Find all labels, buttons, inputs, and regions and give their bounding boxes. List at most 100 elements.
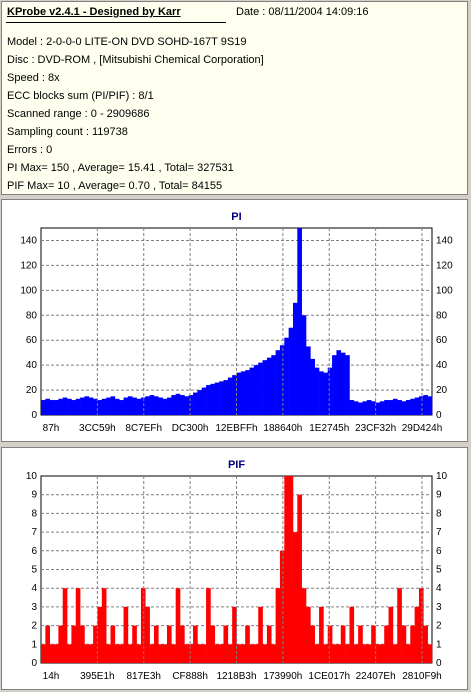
pi-bar — [427, 396, 433, 415]
pif-xtick: 22407Eh — [356, 671, 396, 682]
pif-bar — [114, 644, 120, 663]
pif-chart-panel: PIF 0 0 1 1 2 2 3 3 4 4 5 5 6 6 7 7 8 8 9 9 10 10 14h 395E1h 817E… — [1, 447, 468, 690]
pif-bar — [358, 625, 363, 663]
pif-bar — [392, 644, 398, 663]
pi-bar — [349, 400, 355, 415]
pi-bar — [375, 402, 381, 415]
pif-bar — [366, 644, 372, 663]
pif-ytick-left: 10 — [26, 471, 38, 482]
pif-bar — [132, 625, 137, 663]
pif-bar — [127, 644, 133, 663]
pif-bar — [323, 644, 329, 663]
pi-xtick: 87h — [43, 423, 60, 434]
pif-bar — [249, 644, 255, 663]
pif-bar — [223, 625, 229, 663]
pi-bar — [423, 395, 428, 415]
pif-bar — [423, 625, 428, 663]
pif-bar — [362, 644, 368, 663]
pif-bar — [206, 588, 211, 663]
pi-bar — [84, 396, 90, 415]
pi-bar — [340, 352, 346, 415]
pif-bar — [219, 644, 224, 663]
pif-bar — [271, 644, 276, 663]
pif-bar — [136, 644, 142, 663]
pif-bar — [123, 606, 129, 663]
pi-bar — [71, 400, 77, 415]
pif-bar — [310, 625, 315, 663]
pif-ytick-left: 5 — [31, 565, 37, 576]
pif-bar — [262, 644, 268, 663]
pif-bar — [193, 625, 198, 663]
pif-bar — [284, 476, 289, 663]
pif-bar — [301, 588, 307, 663]
pi-bar — [292, 302, 298, 415]
pi-ytick-left: 120 — [20, 260, 37, 271]
disc-line: Disc : DVD-ROM , [Mitsubishi Chemical Co… — [7, 54, 264, 66]
pif-bar — [140, 588, 146, 663]
pif-ytick-right: 8 — [436, 508, 442, 519]
pif-ytick-right: 3 — [436, 602, 442, 613]
pif-ytick-right: 7 — [436, 527, 442, 538]
pif-ytick-right: 1 — [436, 639, 442, 650]
pi-bar — [405, 400, 411, 415]
pi-xtick: 23CF32h — [355, 423, 396, 434]
pi-ytick-right: 100 — [436, 285, 453, 296]
pi-xtick: 29D424h — [402, 423, 443, 434]
pif-ytick-left: 3 — [31, 602, 37, 613]
pi-chart-panel: PI 0 0 20 20 40 40 60 60 80 80 100 100 120 120 140 140 87… — [1, 199, 468, 442]
pi-xtick: 1E2745h — [309, 423, 349, 434]
pi-bar — [110, 396, 116, 415]
pi-bar — [418, 396, 424, 415]
pi-bar — [114, 398, 120, 415]
errors-line: Errors : 0 — [7, 144, 53, 156]
pif-xtick: CF888h — [172, 671, 208, 682]
pif-bar — [240, 644, 246, 663]
pif-bar — [384, 625, 389, 663]
pif-bar — [175, 588, 181, 663]
sampling-line: Sampling count : 119738 — [7, 126, 128, 138]
pi-xtick: 8C7EFh — [125, 423, 162, 434]
pif-bar — [379, 644, 385, 663]
pif-ytick-left: 4 — [31, 583, 37, 594]
pi-bar — [158, 397, 163, 415]
pi-bar — [336, 350, 342, 415]
pif-bar — [88, 644, 94, 663]
pi-bar — [153, 396, 159, 415]
pi-bar — [249, 367, 255, 415]
pi-bar — [54, 400, 59, 415]
pi-ytick-left: 60 — [26, 335, 38, 346]
pif-bar — [292, 532, 298, 663]
pi-bar — [301, 315, 307, 415]
pif-bar — [119, 644, 124, 663]
pif-xtick: 14h — [43, 671, 60, 682]
info-panel: KProbe v2.4.1 - Designed by Karr Date : … — [1, 1, 468, 195]
pi-bar — [306, 346, 311, 415]
pif-bar — [405, 644, 411, 663]
pi-bar — [67, 398, 72, 415]
pi-bar — [106, 397, 111, 415]
pi-bar — [240, 371, 246, 415]
pi-bar — [101, 398, 107, 415]
pif-bar — [110, 625, 116, 663]
pi-xtick: 188640h — [263, 423, 302, 434]
pi-summary-line: PI Max= 150 , Average= 15.41 , Total= 32… — [7, 162, 234, 174]
pif-bar — [214, 644, 220, 663]
pi-bar — [271, 355, 276, 415]
pi-bar — [371, 401, 376, 415]
pi-bar — [206, 385, 211, 415]
pi-ytick-right: 60 — [436, 335, 448, 346]
pif-ytick-right: 10 — [436, 471, 448, 482]
pi-bar — [379, 401, 385, 415]
pif-xtick: 395E1h — [80, 671, 114, 682]
pi-bar — [345, 355, 350, 415]
pi-bar — [180, 395, 185, 415]
pi-chart: PI 0 0 20 20 40 40 60 60 80 80 100 100 120 120 140 140 87… — [20, 211, 453, 434]
pif-ytick-right: 4 — [436, 583, 442, 594]
pi-bar — [323, 372, 329, 415]
pi-bar — [258, 362, 263, 415]
pi-bar — [353, 401, 359, 415]
pi-ytick-left: 140 — [20, 235, 37, 246]
pi-bar — [166, 397, 172, 415]
pi-bar — [140, 397, 146, 415]
pif-bar — [197, 644, 203, 663]
